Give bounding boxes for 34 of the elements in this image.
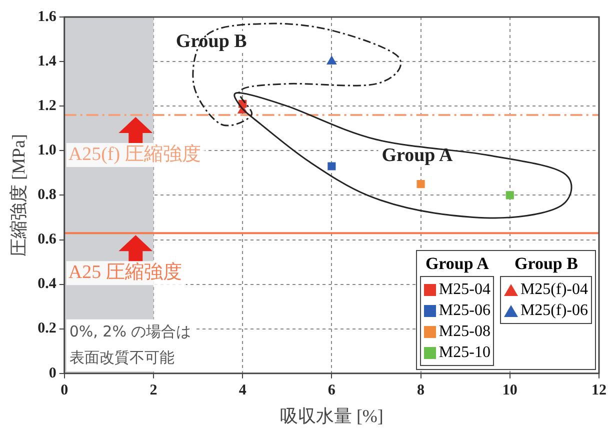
- x-tick-label: 12: [592, 382, 606, 398]
- x-tick-label: 8: [417, 382, 425, 398]
- x-tick-label: 0: [60, 382, 68, 398]
- y-tick-label: 0: [48, 365, 56, 382]
- y-tick-label: 0.6: [38, 232, 57, 248]
- ref-line-label: A25(f) 圧縮強度: [68, 142, 201, 165]
- y-tick-label: 1.2: [38, 98, 56, 114]
- y-tick-label: 1.6: [38, 8, 57, 25]
- x-tick-label: 2: [150, 382, 158, 398]
- text: Group A: [425, 254, 489, 274]
- legend-label: M25-08: [438, 322, 490, 342]
- legend-label: M25-10: [438, 343, 490, 364]
- point: [328, 162, 336, 170]
- legend-label: M25-04: [438, 280, 490, 300]
- point: [326, 56, 337, 65]
- point: [506, 191, 514, 200]
- x-tick-label: 4: [238, 382, 247, 398]
- y-axis-title: 圧縮強度 [MPa]: [8, 134, 29, 256]
- x-axis-title: 吸収水量 [%]: [280, 406, 384, 426]
- y-tick-label: 1.4: [38, 53, 57, 70]
- legend-label: M25(f)-04: [520, 280, 588, 300]
- y-tick-label: 1.0: [38, 142, 56, 159]
- y-tick-label: 0.2: [38, 320, 56, 337]
- text: Group B: [514, 254, 578, 274]
- point: [416, 180, 425, 188]
- ref-line-label: A25 圧縮強度: [68, 261, 182, 284]
- legend-label: M25(f)-06: [520, 301, 588, 322]
- x-tick-label: 6: [328, 382, 336, 398]
- annotation: 0%, 2% の場合は表面改質不可能: [69, 322, 192, 366]
- x-tick-label: 10: [502, 382, 518, 398]
- legend-label: M25-06: [438, 301, 490, 322]
- y-tick-label: 0.4: [38, 276, 57, 292]
- y-tick-label: 0.8: [38, 187, 56, 204]
- annotation: Group B: [176, 30, 248, 52]
